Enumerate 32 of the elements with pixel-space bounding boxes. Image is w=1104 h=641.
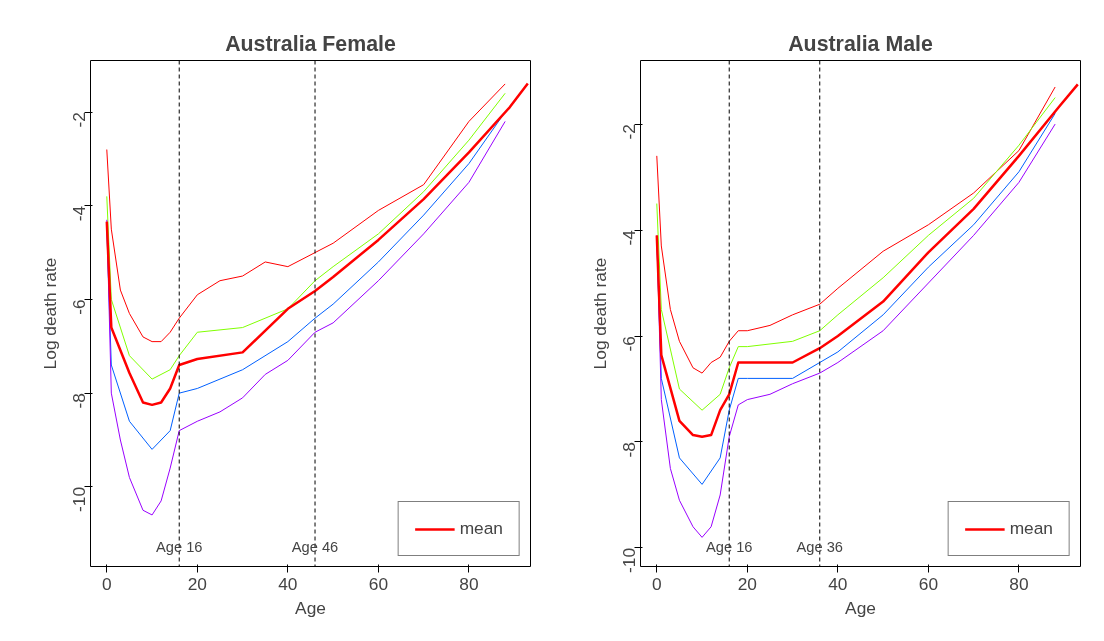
y-tick-label: -6 <box>619 336 640 352</box>
y-tick-label: -4 <box>69 205 90 222</box>
x-tick-label: 60 <box>918 573 939 594</box>
x-axis-title: Age <box>845 597 876 618</box>
chart-title: Australia Female <box>225 31 396 56</box>
chart-title: Australia Male <box>788 31 933 56</box>
legend-label: mean <box>1009 518 1053 539</box>
ref-line-label: Age 46 <box>291 538 339 555</box>
y-tick-label: -8 <box>69 393 90 409</box>
y-tick-label: -4 <box>619 229 640 246</box>
y-tick-label: -6 <box>69 299 90 315</box>
y-axis-title: Log death rate <box>39 257 60 370</box>
x-tick-label: 0 <box>651 573 662 594</box>
x-tick-label: 20 <box>737 573 757 594</box>
ref-line-label: Age 36 <box>796 538 843 555</box>
x-axis-title: Age <box>295 597 326 618</box>
y-tick-label: -10 <box>69 486 90 512</box>
x-tick-label: 60 <box>368 573 389 594</box>
legend-label: mean <box>459 518 503 539</box>
y-tick-label: -2 <box>619 124 640 140</box>
y-tick-label: -8 <box>619 441 640 458</box>
x-tick-label: 80 <box>1009 573 1029 594</box>
x-tick-label: 40 <box>278 573 298 594</box>
x-tick-label: 40 <box>828 573 848 594</box>
x-tick-label: 80 <box>459 573 479 594</box>
y-tick-label: -2 <box>69 112 90 128</box>
x-tick-label: 20 <box>187 573 207 594</box>
y-axis-title: Log death rate <box>589 257 610 370</box>
ref-line-label: Age 16 <box>156 538 203 555</box>
ref-line-label: Age 16 <box>706 538 753 555</box>
x-tick-label: 0 <box>101 573 112 594</box>
y-tick-label: -10 <box>619 547 640 573</box>
